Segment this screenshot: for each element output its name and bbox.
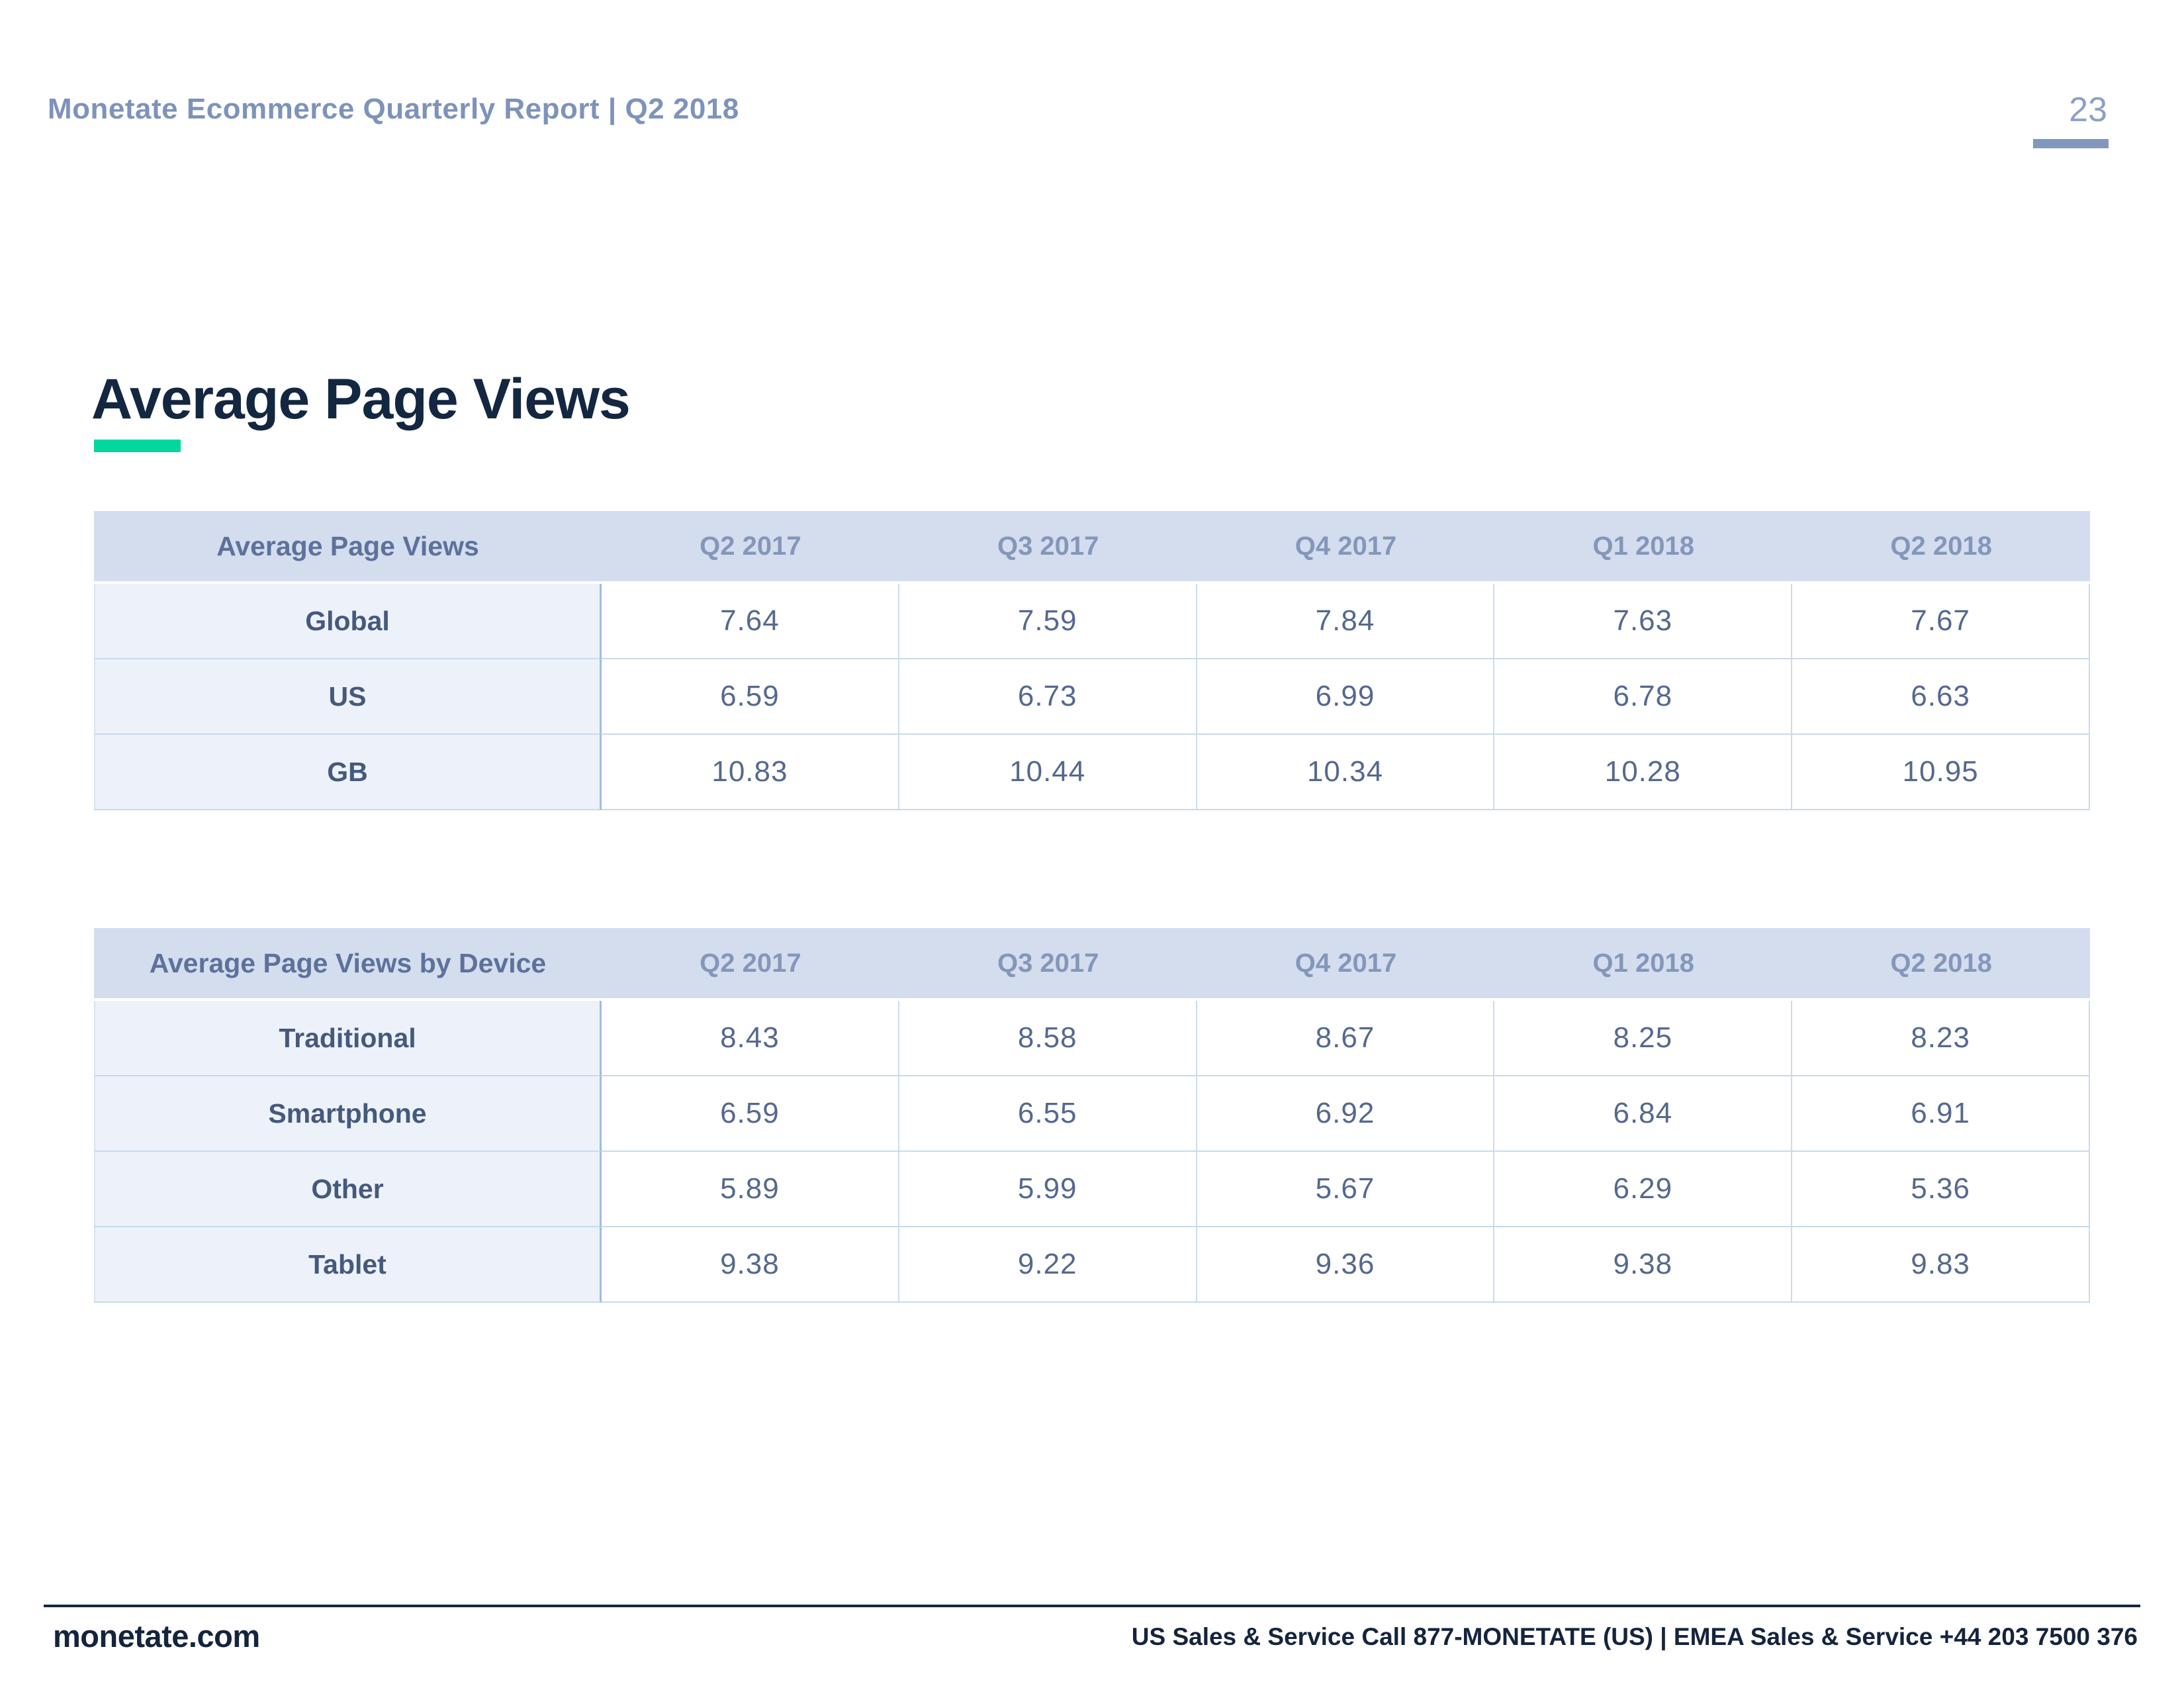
column-header: Q1 2018 <box>1494 928 1793 1001</box>
table-title-header: Average Page Views by Device <box>94 928 602 1001</box>
table-cell-value: 6.59 <box>602 659 899 735</box>
table-cell-value: 7.63 <box>1494 584 1793 659</box>
table-row: Other 5.89 5.99 5.67 6.29 5.36 <box>94 1152 2090 1227</box>
table-row: GB 10.83 10.44 10.34 10.28 10.95 <box>94 735 2090 810</box>
table-cell-value: 5.36 <box>1792 1152 2090 1227</box>
row-label: Tablet <box>94 1227 602 1303</box>
column-header: Q2 2018 <box>1792 928 2090 1001</box>
row-label: GB <box>94 735 602 810</box>
table-cell-value: 7.67 <box>1792 584 2090 659</box>
table-cell-value: 7.59 <box>899 584 1197 659</box>
table-cell-value: 10.44 <box>899 735 1197 810</box>
row-label: Smartphone <box>94 1076 602 1152</box>
table-cell-value: 8.67 <box>1197 1001 1495 1076</box>
table-cell-value: 8.58 <box>899 1001 1197 1076</box>
table-cell-value: 10.83 <box>602 735 899 810</box>
table-header-row: Average Page Views Q2 2017 Q3 2017 Q4 2017 Q… <box>94 511 2090 584</box>
row-label: Traditional <box>94 1001 602 1076</box>
footer-site-link[interactable]: monetate.com <box>53 1618 260 1654</box>
column-header: Q2 2017 <box>602 928 899 1001</box>
title-accent-bar <box>94 440 181 452</box>
table-cell-value: 6.84 <box>1494 1076 1793 1152</box>
table-cell-value: 6.99 <box>1197 659 1495 735</box>
table-cell-value: 9.38 <box>602 1227 899 1303</box>
column-header: Q4 2017 <box>1197 928 1495 1001</box>
table-cell-value: 6.63 <box>1792 659 2090 735</box>
table-cell-value: 9.36 <box>1197 1227 1495 1303</box>
page-number-rule <box>2033 139 2109 148</box>
column-header: Q1 2018 <box>1494 511 1793 584</box>
report-header-title: Monetate Ecommerce Quarterly Report | Q2… <box>48 93 739 125</box>
table-cell-value: 8.25 <box>1494 1001 1793 1076</box>
table-cell-value: 7.84 <box>1197 584 1495 659</box>
table-cell-value: 10.28 <box>1494 735 1793 810</box>
table-cell-value: 7.64 <box>602 584 899 659</box>
table-cell-value: 9.22 <box>899 1227 1197 1303</box>
table-title-header: Average Page Views <box>94 511 602 584</box>
table-row: Traditional 8.43 8.58 8.67 8.25 8.23 <box>94 1001 2090 1076</box>
table-row: US 6.59 6.73 6.99 6.78 6.63 <box>94 659 2090 735</box>
table-cell-value: 6.78 <box>1494 659 1793 735</box>
table-row: Smartphone 6.59 6.55 6.92 6.84 6.91 <box>94 1076 2090 1152</box>
table-cell-value: 8.43 <box>602 1001 899 1076</box>
table-cell-value: 6.59 <box>602 1076 899 1152</box>
table-cell-value: 5.99 <box>899 1152 1197 1227</box>
column-header: Q4 2017 <box>1197 511 1495 584</box>
table-cell-value: 6.55 <box>899 1076 1197 1152</box>
row-label: Global <box>94 584 602 659</box>
table-cell-value: 5.67 <box>1197 1152 1495 1227</box>
average-page-views-table: Average Page Views Q2 2017 Q3 2017 Q4 2017 Q… <box>94 511 2090 810</box>
table-cell-value: 6.29 <box>1494 1152 1793 1227</box>
table-cell-value: 9.38 <box>1494 1227 1793 1303</box>
page-title: Average Page Views <box>91 367 631 431</box>
page-number: 23 <box>2069 91 2107 129</box>
row-label: US <box>94 659 602 735</box>
table-cell-value: 10.34 <box>1197 735 1495 810</box>
table-row: Tablet 9.38 9.22 9.36 9.38 9.83 <box>94 1227 2090 1303</box>
column-header: Q3 2017 <box>899 511 1197 584</box>
column-header: Q2 2018 <box>1792 511 2090 584</box>
table-cell-value: 6.91 <box>1792 1076 2090 1152</box>
table-cell-value: 6.73 <box>899 659 1197 735</box>
footer-rule <box>44 1605 2140 1607</box>
footer-contact-text: US Sales & Service Call 877-MONETATE (US… <box>1131 1623 2138 1650</box>
average-page-views-by-device-table: Average Page Views by Device Q2 2017 Q3 20… <box>94 928 2090 1303</box>
table-cell-value: 8.23 <box>1792 1001 2090 1076</box>
row-label: Other <box>94 1152 602 1227</box>
table-header-row: Average Page Views by Device Q2 2017 Q3 20… <box>94 928 2090 1001</box>
table-cell-value: 10.95 <box>1792 735 2090 810</box>
column-header: Q2 2017 <box>602 511 899 584</box>
table-row: Global 7.64 7.59 7.84 7.63 7.67 <box>94 584 2090 659</box>
column-header: Q3 2017 <box>899 928 1197 1001</box>
table-cell-value: 6.92 <box>1197 1076 1495 1152</box>
table-cell-value: 5.89 <box>602 1152 899 1227</box>
table-cell-value: 9.83 <box>1792 1227 2090 1303</box>
